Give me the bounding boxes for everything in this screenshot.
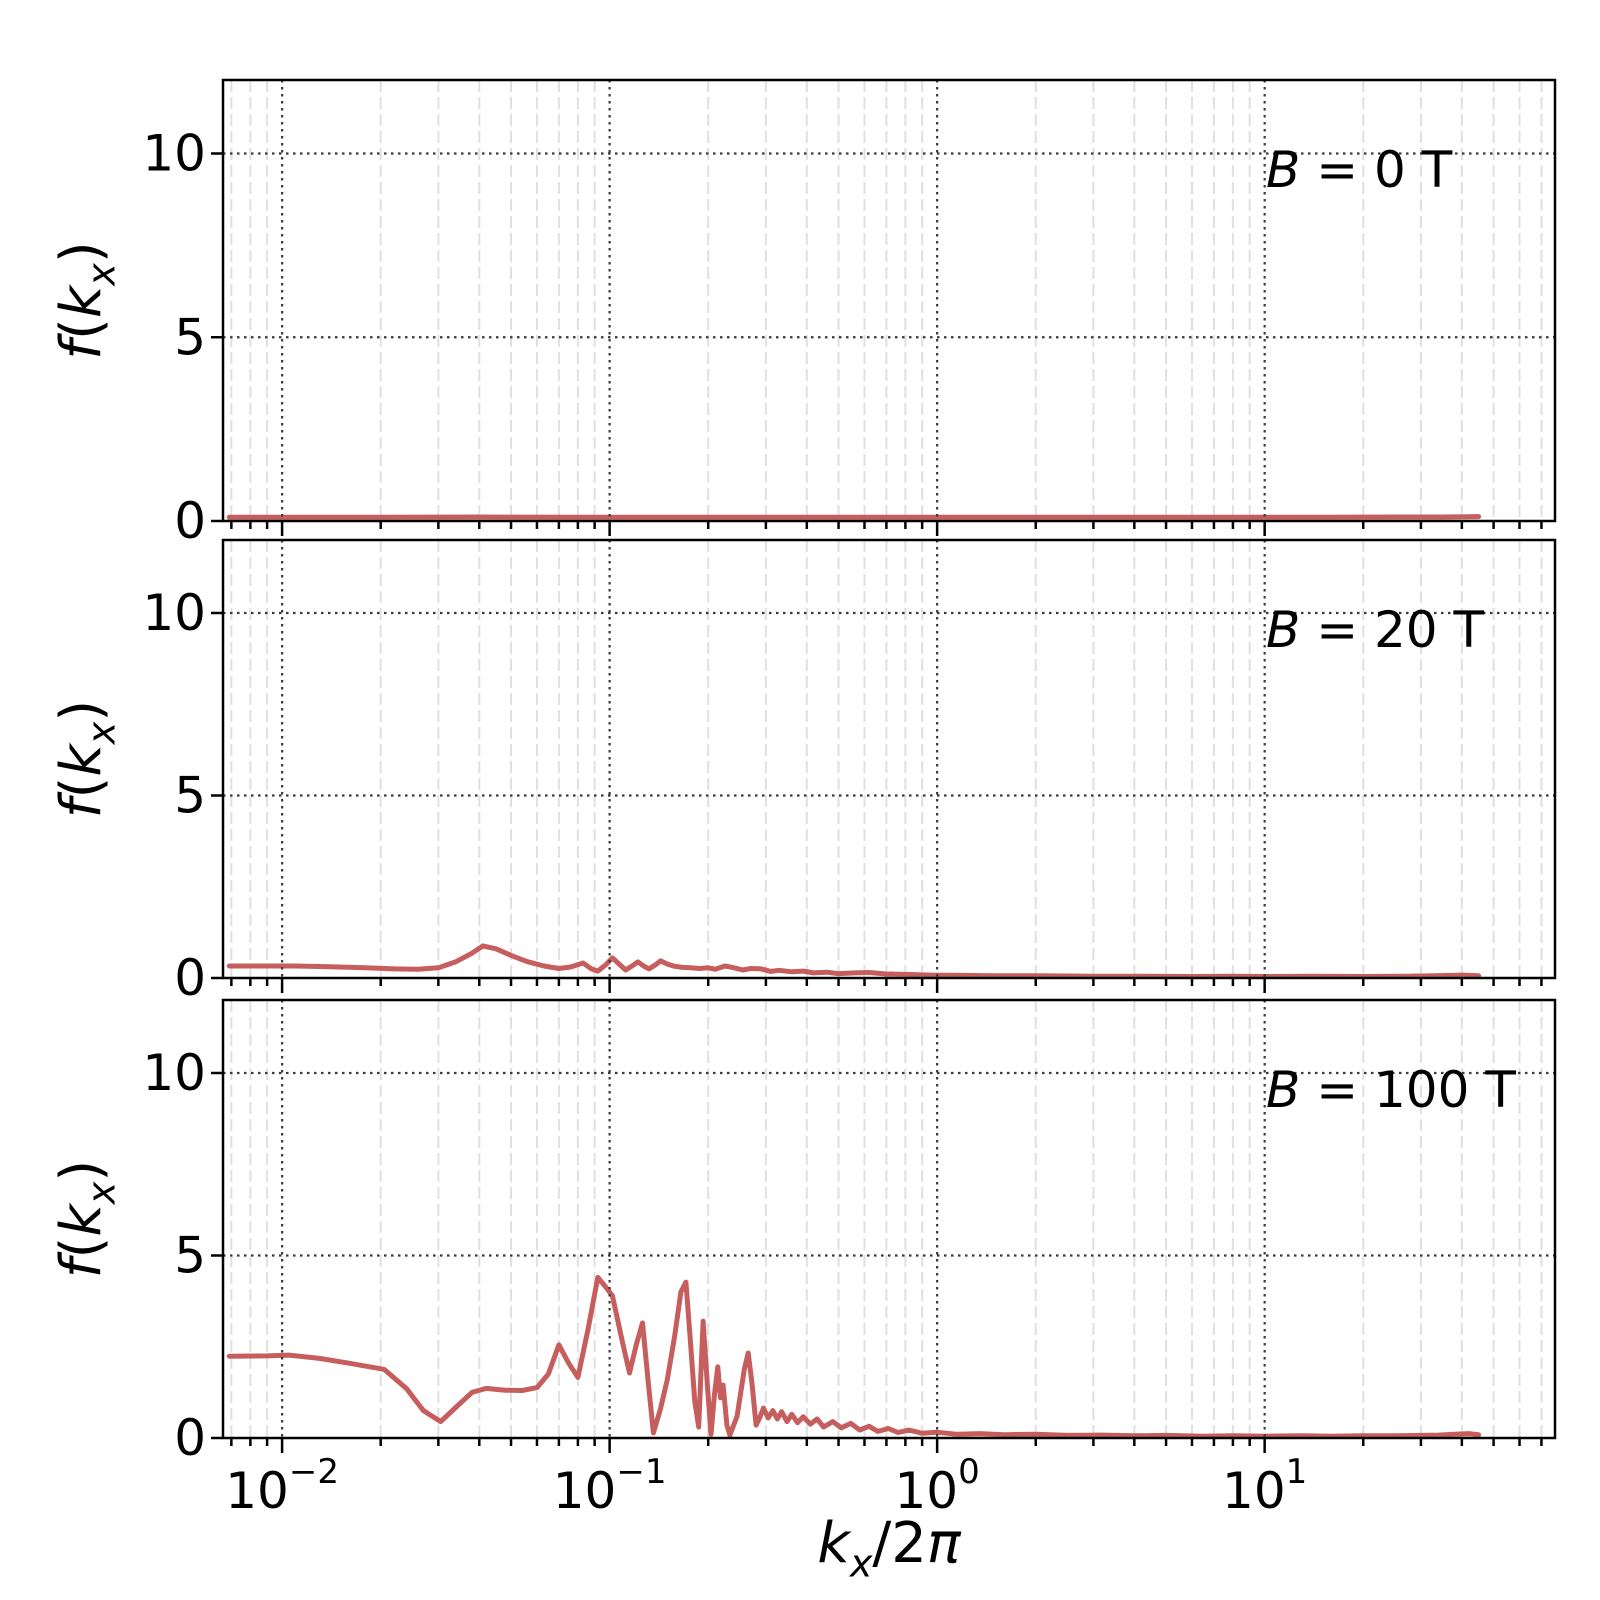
y-tick-label: 10 xyxy=(142,125,206,183)
grid-major xyxy=(223,1000,1555,1438)
panel-b-0t: 0 5 10 B = 0 T f(kx) xyxy=(49,78,1557,550)
x-tick-label: 10−2 xyxy=(225,1452,339,1520)
annotation-b-field: B = 0 T xyxy=(1266,141,1453,199)
y-axis-label: f(kx) xyxy=(49,1160,124,1278)
y-tick-label: 5 xyxy=(174,1227,206,1285)
panel-spines xyxy=(221,538,1557,980)
y-axis-label: f(kx) xyxy=(49,241,124,359)
y-axis-label: f(kx) xyxy=(49,700,124,818)
x-tick-labels: 10−2 10−1 100 101 xyxy=(225,1452,1307,1520)
panel-b-20t: 0 5 10 B = 20 T f(kx) xyxy=(49,538,1557,1007)
annotation-b-field: B = 100 T xyxy=(1266,1061,1516,1119)
data-series-group xyxy=(226,1274,1482,1437)
data-line-0t xyxy=(226,514,1482,520)
y-tick-label: 5 xyxy=(174,308,206,366)
grid-major xyxy=(223,540,1555,978)
annotation-b-field: B = 20 T xyxy=(1266,601,1485,659)
grid-major xyxy=(223,80,1555,521)
data-line-100t xyxy=(226,1274,1482,1437)
y-tick-label: 0 xyxy=(174,949,206,1007)
y-tick-label: 10 xyxy=(142,1044,206,1102)
y-tick-label: 0 xyxy=(174,492,206,550)
x-tick-label: 100 xyxy=(895,1452,980,1520)
panel-b-100t: 0 5 10 B = 100 T f(kx) xyxy=(49,998,1557,1467)
x-axis-label: kx/2π xyxy=(817,1511,961,1586)
ticks xyxy=(211,1071,1543,1453)
data-line-20t xyxy=(226,943,1482,977)
x-tick-label: 101 xyxy=(1222,1452,1307,1520)
y-tick-label: 10 xyxy=(142,584,206,642)
x-tick-label: 10−1 xyxy=(553,1452,667,1520)
y-tick-label: 0 xyxy=(174,1409,206,1467)
data-series-group xyxy=(226,514,1482,520)
ticks xyxy=(211,152,1543,536)
ticks xyxy=(211,611,1543,993)
data-series-group xyxy=(226,943,1482,977)
panel-spines xyxy=(221,78,1557,523)
y-tick-label: 5 xyxy=(174,767,206,825)
panel-spines xyxy=(221,998,1557,1440)
